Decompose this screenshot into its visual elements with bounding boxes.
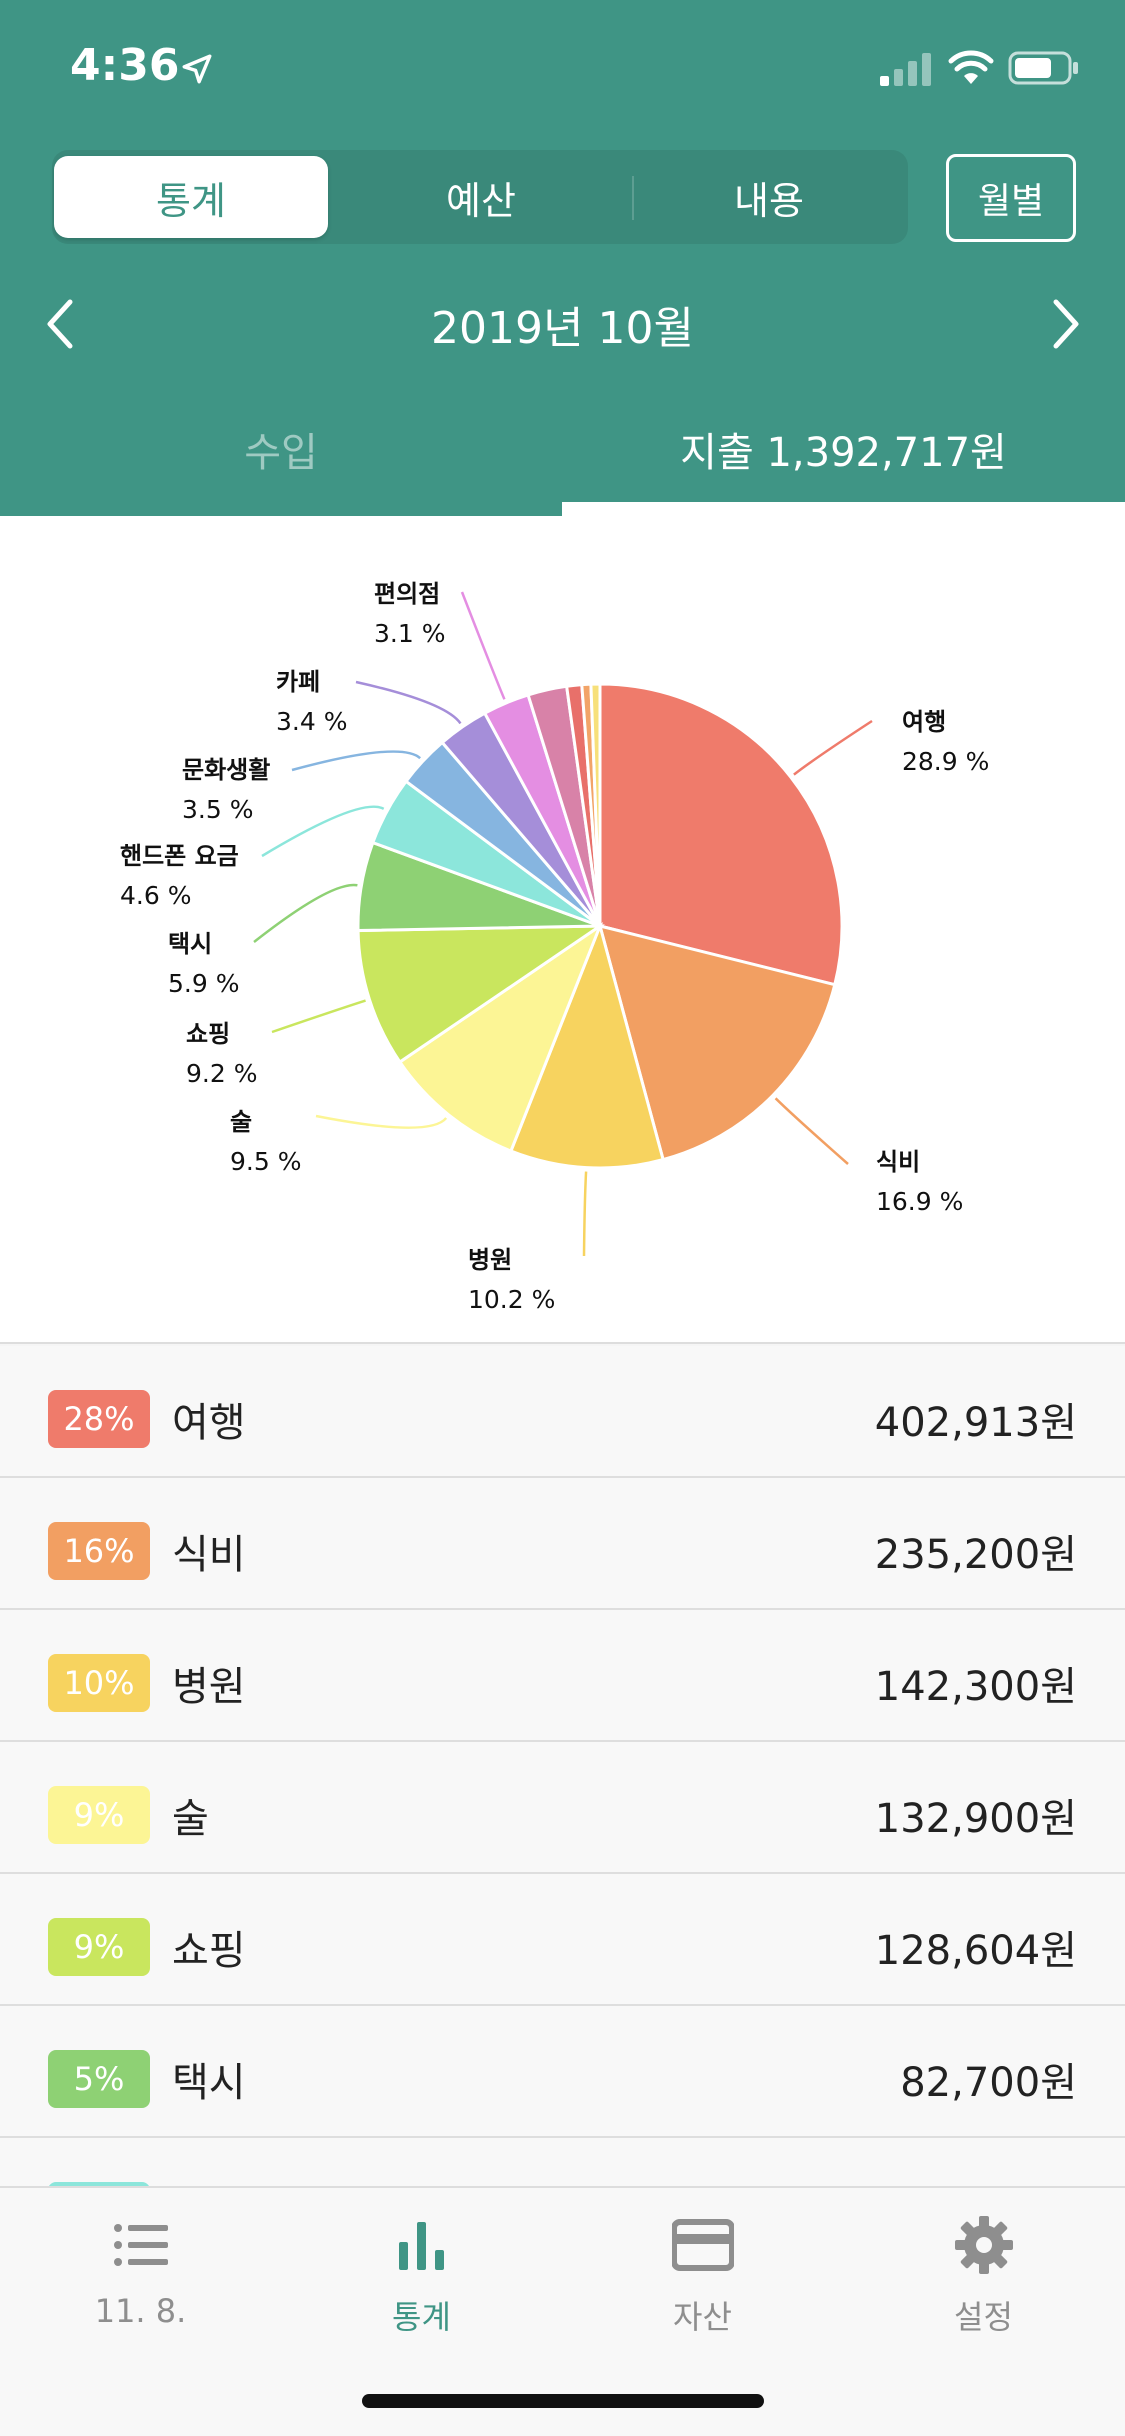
label-pct-hospital: 10.2 %	[468, 1285, 555, 1314]
segment-details[interactable]: 내용	[734, 178, 804, 223]
category-row-hospital[interactable]: 10% 병원 142,300원	[0, 1610, 1125, 1742]
label-pct-food: 16.9 %	[876, 1187, 963, 1216]
category-name: 여행	[172, 1400, 246, 1446]
label-pct-phone-bill: 4.6 %	[120, 881, 191, 910]
status-bar: 4:36	[0, 0, 1125, 132]
percent-badge: 10%	[48, 1654, 150, 1712]
category-amount: 128,604원	[874, 1928, 1077, 1974]
wifi-icon	[948, 50, 994, 84]
label-pct-convenience-store: 3.1 %	[374, 619, 445, 648]
tab-income[interactable]: 수입	[244, 430, 318, 476]
category-row-partial[interactable]	[0, 2138, 1125, 2186]
tabbar-item-assets[interactable]: 자산	[562, 2214, 843, 2344]
category-name: 쇼핑	[172, 1928, 246, 1974]
leader-line-5	[253, 883, 358, 943]
label-name-taxi: 택시	[168, 930, 212, 958]
segment-budget[interactable]: 예산	[446, 178, 516, 223]
percent-badge	[48, 2182, 150, 2186]
label-name-food: 식비	[876, 1148, 920, 1176]
percent-badge: 28%	[48, 1390, 150, 1448]
label-name-hospital: 병원	[468, 1246, 512, 1274]
pie-slice-0[interactable]	[598, 682, 844, 987]
segment-divider	[632, 176, 634, 220]
tabbar-label: 11. 8.	[94, 2292, 187, 2330]
chevron-right-icon[interactable]	[1046, 296, 1086, 352]
leader-line-8	[355, 680, 462, 725]
pie-chart-area: 여행 28.9 % 식비 16.9 % 병원 10.2 % 술 9.5 % 쇼핑…	[0, 516, 1125, 1344]
category-amount: 82,700원	[900, 2060, 1077, 2106]
category-row-food[interactable]: 16% 식비 235,200원	[0, 1478, 1125, 1610]
leader-line-0	[793, 719, 873, 776]
leader-line-1	[774, 1097, 849, 1165]
category-amount: 142,300원	[874, 1664, 1077, 1710]
pie-slice-13[interactable]	[589, 682, 602, 927]
tabbar-label: 설정	[954, 2298, 1013, 2336]
label-name-convenience-store: 편의점	[374, 580, 440, 608]
bar-chart-icon	[399, 2222, 444, 2270]
category-row-taxi[interactable]: 5% 택시 82,700원	[0, 2006, 1125, 2138]
location-arrow-icon	[182, 54, 212, 84]
category-name: 병원	[172, 1664, 246, 1710]
label-pct-shopping: 9.2 %	[186, 1059, 257, 1088]
category-list: 28% 여행 402,913원 16% 식비 235,200원 10% 병원 1…	[0, 1346, 1125, 2186]
category-row-travel[interactable]: 28% 여행 402,913원	[0, 1346, 1125, 1478]
tabbar-item-list[interactable]: 11. 8.	[0, 2214, 281, 2344]
label-name-culture: 문화생활	[182, 756, 270, 784]
label-name-travel: 여행	[902, 708, 946, 736]
gear-icon	[955, 2216, 1013, 2274]
leader-line-4	[271, 999, 366, 1034]
monthly-button[interactable]: 월별	[946, 154, 1076, 242]
segment-statistics[interactable]: 통계	[54, 156, 328, 238]
label-name-phone-bill: 핸드폰 요금	[120, 842, 239, 870]
list-icon	[114, 2224, 168, 2266]
pie-slice-4[interactable]	[356, 924, 606, 1065]
percent-badge: 16%	[48, 1522, 150, 1580]
month-title: 2019년 10월	[431, 303, 694, 354]
chevron-left-icon[interactable]	[40, 296, 80, 352]
label-pct-culture: 3.5 %	[182, 795, 253, 824]
tab-expense[interactable]: 지출 1,392,717원	[680, 430, 1007, 476]
leader-line-9	[460, 591, 506, 700]
pie-chart: 여행 28.9 % 식비 16.9 % 병원 10.2 % 술 9.5 % 쇼핑…	[120, 580, 989, 1314]
category-name: 택시	[172, 2060, 246, 2106]
label-name-cafe: 카페	[276, 668, 320, 696]
category-amount: 402,913원	[874, 1400, 1077, 1446]
tabbar-label: 통계	[392, 2298, 451, 2336]
tabbar-label: 자산	[673, 2298, 732, 2336]
category-row-shopping[interactable]: 9% 쇼핑 128,604원	[0, 1874, 1125, 2006]
label-name-drinks: 술	[230, 1108, 252, 1136]
leader-line-3	[315, 1114, 448, 1129]
leader-line-2	[582, 1171, 588, 1257]
pie-slice-3[interactable]	[397, 922, 604, 1153]
label-pct-taxi: 5.9 %	[168, 969, 239, 998]
cellular-signal-icon	[880, 53, 931, 86]
percent-badge: 9%	[48, 1786, 150, 1844]
label-pct-drinks: 9.5 %	[230, 1147, 301, 1176]
view-segmented-control: 통계 예산 내용	[52, 150, 908, 244]
tabbar-item-statistics[interactable]: 통계	[281, 2214, 562, 2344]
label-name-shopping: 쇼핑	[186, 1020, 230, 1048]
percent-badge: 9%	[48, 1918, 150, 1976]
leader-line-6	[261, 805, 385, 858]
status-time: 4:36	[70, 40, 180, 91]
category-name: 술	[172, 1796, 209, 1842]
leader-line-7	[291, 750, 421, 772]
category-name: 식비	[172, 1532, 246, 1578]
card-icon	[672, 2219, 734, 2271]
pie-slice-2[interactable]	[508, 921, 665, 1170]
home-indicator	[362, 2394, 764, 2408]
category-amount: 235,200원	[874, 1532, 1077, 1578]
percent-badge: 5%	[48, 2050, 150, 2108]
label-pct-cafe: 3.4 %	[276, 707, 347, 736]
category-amount: 132,900원	[874, 1796, 1077, 1842]
tab-underline	[562, 502, 1125, 516]
pie-slice-1[interactable]	[597, 923, 837, 1162]
label-pct-travel: 28.9 %	[902, 747, 989, 776]
header: 4:36 통계 예산 내용 월별 2019년 10월	[0, 0, 1125, 516]
battery-icon	[1008, 51, 1078, 85]
tabbar-item-settings[interactable]: 설정	[843, 2214, 1124, 2344]
category-row-drinks[interactable]: 9% 술 132,900원	[0, 1742, 1125, 1874]
